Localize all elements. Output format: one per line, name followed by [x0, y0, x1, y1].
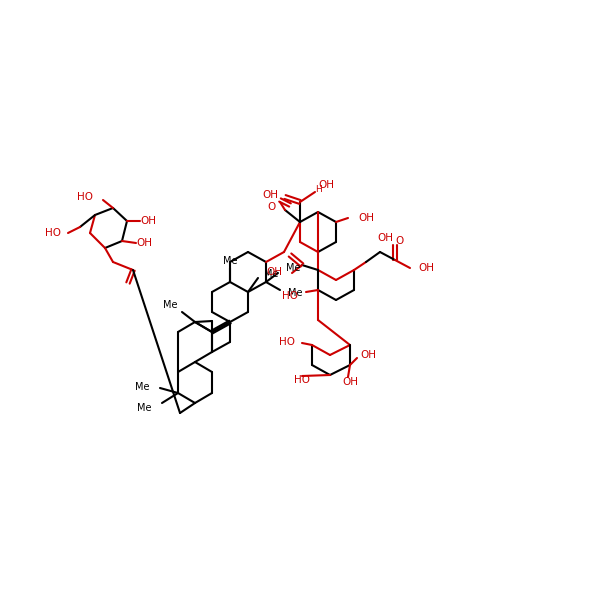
Text: OH: OH [262, 190, 278, 200]
Text: OH: OH [342, 377, 358, 387]
Text: HO: HO [45, 228, 61, 238]
Text: Me: Me [137, 403, 152, 413]
Text: OH: OH [360, 350, 376, 360]
Text: HO: HO [294, 375, 310, 385]
Text: OH: OH [266, 267, 282, 277]
Text: OH: OH [377, 233, 393, 243]
Text: HO: HO [77, 192, 93, 202]
Text: OH: OH [136, 238, 152, 248]
Text: OH: OH [358, 213, 374, 223]
Text: H: H [316, 185, 322, 194]
Text: HO: HO [282, 291, 298, 301]
Text: Me: Me [134, 382, 149, 392]
Text: Me: Me [163, 300, 177, 310]
Text: Me: Me [286, 263, 301, 273]
Text: HO: HO [279, 337, 295, 347]
Text: O: O [395, 236, 403, 246]
Text: OH: OH [318, 180, 334, 190]
Text: OH: OH [418, 263, 434, 273]
Text: Me: Me [264, 269, 278, 279]
Text: O: O [268, 202, 276, 212]
Text: Me: Me [288, 288, 302, 298]
Text: Me: Me [223, 256, 237, 266]
Text: OH: OH [140, 216, 156, 226]
